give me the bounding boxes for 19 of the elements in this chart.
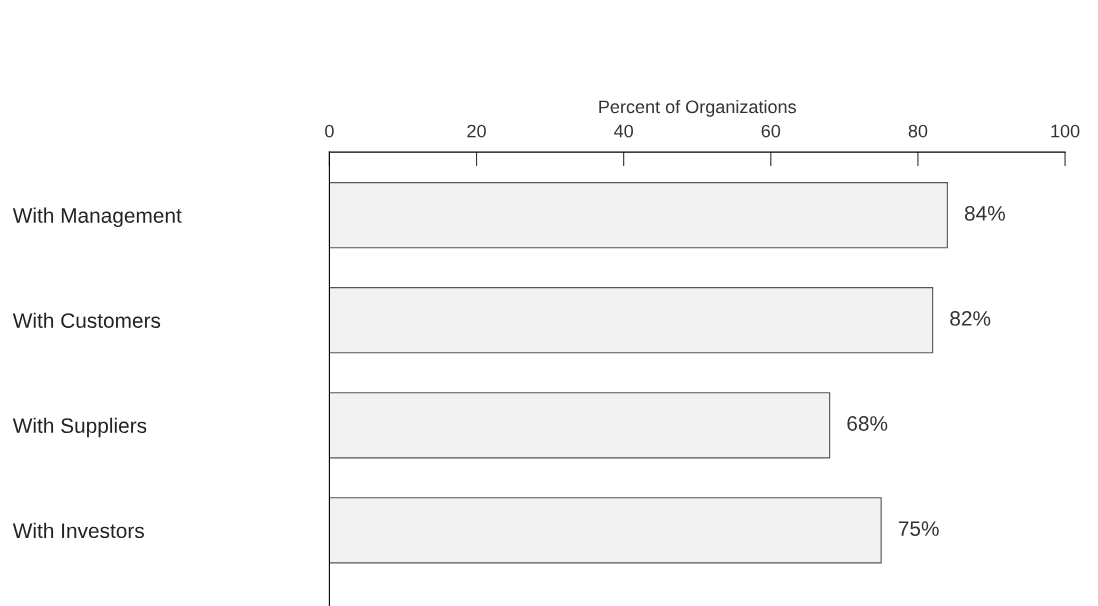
y-tick-label: With Investors	[12, 522, 144, 539]
x-tick-label: 60	[761, 124, 781, 138]
x-tick-label: 100	[1051, 124, 1080, 138]
y-tick-label: With Management	[12, 207, 182, 228]
x-tick-label: 80	[908, 124, 928, 138]
x-axis-title: Percent of Organizations	[599, 99, 796, 117]
bar	[329, 287, 934, 354]
data-label: 82%	[950, 311, 991, 326]
x-tick-label: 20	[467, 124, 486, 138]
bar	[329, 182, 948, 249]
bar	[329, 392, 831, 459]
x-tick-label: 0	[325, 124, 334, 138]
y-tick-label: With Suppliers	[12, 417, 147, 438]
y-tick-label: With Customers	[12, 312, 161, 328]
bar	[329, 497, 882, 564]
x-tick-label: 40	[614, 124, 633, 138]
data-label: 84%	[964, 205, 1005, 221]
data-label: 75%	[898, 521, 939, 536]
data-label: 68%	[847, 416, 888, 431]
